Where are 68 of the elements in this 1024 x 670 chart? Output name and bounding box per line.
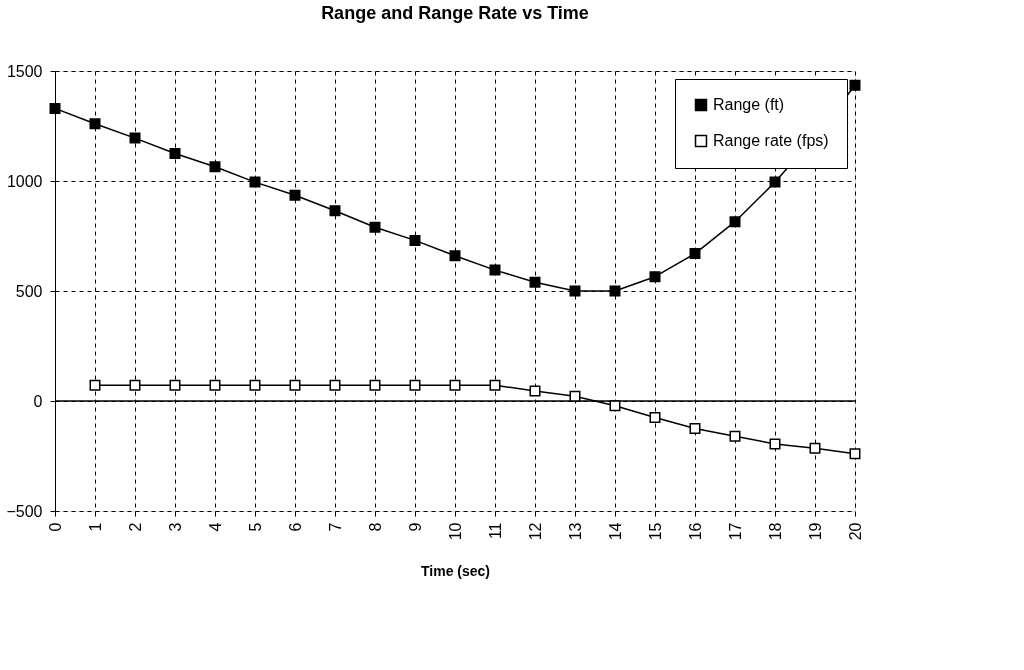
point [49, 102, 61, 114]
x-tick-label: 17 [726, 522, 744, 541]
x-tick-label: 12 [526, 522, 544, 541]
point [489, 264, 501, 276]
point [209, 379, 221, 391]
x-tick-label: 14 [606, 522, 624, 541]
point [289, 379, 301, 391]
point [249, 176, 261, 188]
x-tick-label: 4 [206, 522, 224, 532]
chart-title: Range and Range Rate vs Time [321, 3, 589, 23]
x-tick-label: 0 [46, 522, 64, 532]
x-tick-label: 6 [286, 522, 304, 532]
point [249, 379, 261, 391]
y-tick-label: 500 [15, 282, 43, 300]
x-tick-label: 1 [86, 522, 104, 532]
point [689, 248, 701, 260]
x-tick-label: 13 [566, 522, 584, 541]
legend-label: Range (ft) [713, 96, 785, 113]
point [209, 161, 221, 173]
point [529, 385, 541, 397]
point [609, 400, 621, 412]
y-tick-label: 0 [33, 392, 43, 410]
point [809, 442, 821, 454]
point [769, 438, 781, 450]
point [89, 118, 101, 130]
point [409, 379, 421, 391]
y-tick-label: 1500 [6, 62, 43, 80]
point [649, 271, 661, 283]
x-tick-label: 9 [406, 522, 424, 532]
point [169, 148, 181, 159]
x-tick-label: 18 [766, 522, 784, 541]
point [89, 379, 101, 391]
x-tick-label: 8 [366, 522, 384, 532]
point [729, 430, 741, 442]
x-tick-label: 11 [486, 522, 504, 540]
point [849, 79, 861, 91]
x-tick-label: 16 [686, 522, 704, 541]
point [769, 176, 781, 188]
point [169, 379, 181, 391]
x-tick-label: 3 [166, 522, 184, 532]
point [529, 276, 541, 288]
x-tick-label: 19 [806, 522, 824, 541]
legend-label: Range rate (fps) [713, 132, 829, 149]
point [649, 412, 661, 423]
point [569, 390, 581, 402]
point [729, 216, 741, 228]
x-tick-label: 7 [326, 522, 344, 532]
y-tick-label: −500 [6, 502, 43, 520]
x-tick-label: 15 [646, 522, 664, 541]
x-tick-label: 20 [846, 522, 864, 541]
point [489, 379, 501, 391]
point [289, 189, 301, 201]
point [129, 132, 141, 144]
point [449, 379, 461, 391]
point [329, 379, 341, 391]
x-tick-label: 5 [246, 522, 264, 532]
point [849, 448, 861, 460]
x-tick-label: 10 [446, 522, 464, 541]
y-tick-label: 1000 [6, 172, 43, 190]
x-tick-label: 2 [126, 522, 144, 532]
point [329, 205, 341, 217]
point [409, 234, 421, 246]
point [129, 379, 141, 391]
point [369, 379, 381, 391]
point [689, 423, 701, 434]
point [449, 250, 461, 262]
point [369, 221, 381, 233]
x-axis-title: Time (sec) [421, 563, 490, 580]
